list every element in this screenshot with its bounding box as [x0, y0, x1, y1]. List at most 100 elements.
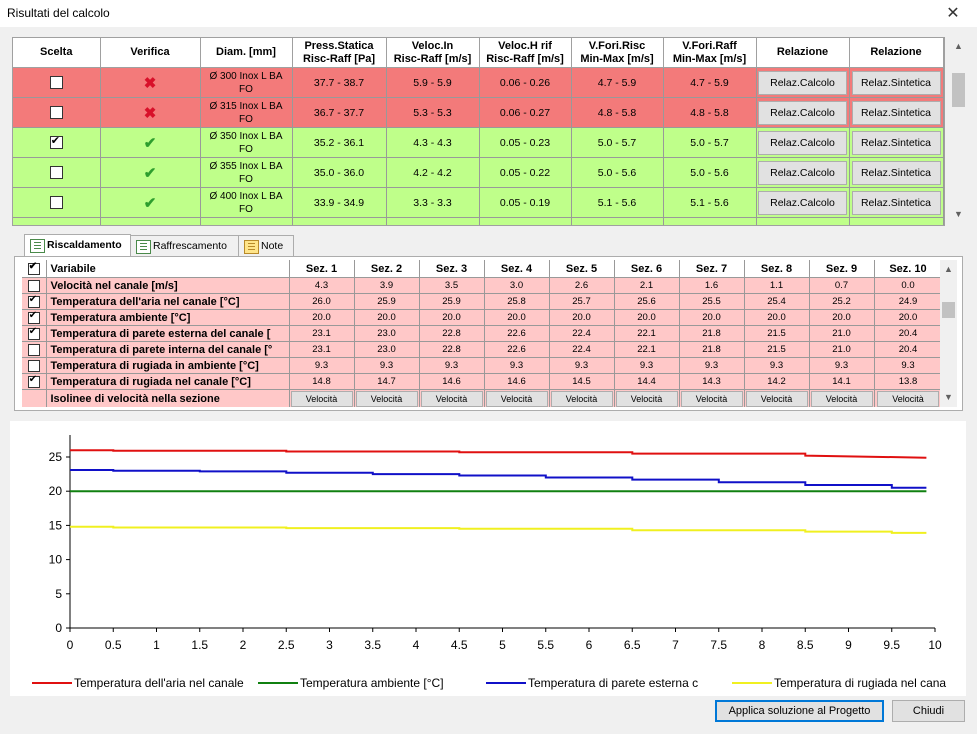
velocity-button[interactable]: Velocità	[810, 391, 873, 407]
section-value: 13.8	[874, 373, 942, 390]
velocity-button[interactable]: Velocità	[420, 391, 483, 407]
report-cell: Relaz.Sintetica	[849, 187, 944, 218]
choice-cell[interactable]	[13, 127, 101, 158]
velocity-button[interactable]: Velocità	[680, 391, 743, 407]
variable-row[interactable]: Temperatura di parete esterna del canale…	[22, 325, 942, 342]
velocity-row: Isolinee di velocità nella sezione Veloci…	[22, 389, 942, 407]
section-header: Sez. 10	[874, 260, 942, 278]
press-cell: 35.2 - 36.1	[292, 127, 387, 158]
velocity-button[interactable]: Velocità	[290, 391, 353, 407]
variable-checkbox[interactable]	[27, 374, 40, 388]
relaz-sintetica-button[interactable]: Relaz.Sintetica	[851, 130, 941, 155]
relaz-calcolo-button[interactable]: Relaz.Calcolo	[758, 100, 847, 125]
check-icon: ✔	[143, 194, 157, 212]
x-tick-label: 4.5	[451, 638, 468, 652]
x-tick-label: 7	[672, 638, 679, 652]
choice-checkbox[interactable]	[49, 106, 63, 119]
solutions-scrollbar[interactable]: ▲ ▼	[950, 37, 967, 224]
choice-checkbox[interactable]	[49, 166, 63, 179]
variable-check-cell[interactable]	[22, 277, 47, 294]
choice-checkbox[interactable]	[49, 134, 63, 149]
variable-check-cell[interactable]	[22, 357, 47, 374]
choice-cell[interactable]	[13, 97, 101, 128]
variable-row[interactable]: Temperatura di parete interna del canale…	[22, 341, 942, 358]
variable-checkbox[interactable]	[27, 343, 40, 356]
relaz-calcolo-button[interactable]: Relaz.Calcolo	[758, 160, 847, 185]
relaz-calcolo-button[interactable]: Relaz.Calcolo	[758, 190, 847, 215]
solution-row[interactable]: ✖ Ø 315 Inox L BA FO 36.7 - 37.7 5.3 - 5.3 0.…	[13, 97, 944, 128]
note-icon	[244, 240, 259, 254]
report-cell: Relaz.Sintetica	[849, 127, 944, 158]
velocity-button[interactable]: Velocità	[550, 391, 613, 407]
scroll-up-icon[interactable]: ▲	[954, 41, 963, 51]
veloc-h-cell: 0.05 - 0.22	[479, 157, 572, 188]
variable-check-cell[interactable]	[22, 309, 47, 326]
choice-cell[interactable]	[13, 187, 101, 218]
tab-raffrescamento[interactable]: Raffrescamento	[130, 235, 239, 257]
variable-check-cell[interactable]	[22, 341, 47, 358]
variable-checkbox[interactable]	[27, 310, 40, 324]
solution-row[interactable]: ✔ Ø 400 Inox L BA FO 33.9 - 34.9 3.3 - 3.3 0.…	[13, 187, 944, 218]
scroll-up-icon[interactable]: ▲	[944, 264, 953, 274]
choice-cell[interactable]	[13, 217, 101, 225]
scroll-down-icon[interactable]: ▼	[954, 209, 963, 219]
choice-checkbox[interactable]	[49, 76, 63, 89]
apply-solution-button[interactable]: Applica soluzione al Progetto	[715, 700, 884, 722]
variable-row[interactable]: Temperatura dell'aria nel canale [°C]26.…	[22, 293, 942, 310]
legend-label: Temperatura di parete esterna c	[528, 676, 698, 690]
sections-scrollbar[interactable]: ▲ ▼	[940, 260, 957, 407]
variable-check-cell[interactable]	[22, 325, 47, 342]
close-icon[interactable]: ✕	[946, 5, 960, 22]
section-header: Sez. 8	[744, 260, 810, 278]
tab-riscaldamento[interactable]: Riscaldamento	[24, 234, 131, 258]
choice-cell[interactable]	[13, 157, 101, 188]
velocity-button[interactable]: Velocità	[877, 391, 939, 407]
velocity-button[interactable]: Velocità	[615, 391, 678, 407]
variable-row[interactable]: Temperatura di rugiada in ambiente [°C] 9…	[22, 357, 942, 374]
section-value: 24.9	[874, 293, 942, 310]
section-value: 20.0	[809, 309, 875, 326]
veloc-h-cell: 0.06 - 0.27	[479, 97, 572, 128]
choice-cell[interactable]	[13, 67, 101, 98]
solution-row[interactable]: ✔ Ø 355 Inox L BA FO 35.0 - 36.0 4.2 - 4.2 0.…	[13, 157, 944, 188]
section-value: 9.3	[874, 357, 942, 374]
relaz-sintetica-button[interactable]: Relaz.Sintetica	[851, 100, 941, 125]
scroll-down-icon[interactable]: ▼	[944, 392, 953, 402]
relaz-sintetica-button[interactable]: Relaz.Sintetica	[851, 190, 941, 215]
relaz-calcolo-button[interactable]: Relaz.Calcolo	[758, 70, 847, 95]
variable-checkbox[interactable]	[27, 359, 40, 372]
scroll-thumb[interactable]	[942, 302, 955, 318]
velocity-button[interactable]: Velocità	[745, 391, 808, 407]
section-value: 22.6	[484, 341, 550, 358]
section-value: 21.5	[744, 341, 810, 358]
report-cell	[849, 217, 944, 225]
relaz-calcolo-button[interactable]: Relaz.Calcolo	[758, 130, 847, 155]
variable-row[interactable]: Velocità nel canale [m/s] 4.3 3.9 3.5 3.0 2.6…	[22, 277, 942, 294]
variable-checkbox[interactable]	[27, 294, 40, 308]
velocity-button[interactable]: Velocità	[355, 391, 418, 407]
variable-label: Temperatura di parete interna del canale…	[46, 341, 290, 358]
section-value: 1.6	[679, 277, 745, 294]
section-value: 20.0	[549, 309, 615, 326]
section-value: 23.1	[289, 325, 355, 342]
velocity-button[interactable]: Velocità	[485, 391, 548, 407]
report-cell: Relaz.Calcolo	[756, 157, 850, 188]
relaz-sintetica-button[interactable]: Relaz.Sintetica	[851, 70, 941, 95]
choice-checkbox[interactable]	[49, 196, 63, 209]
select-all-checkbox[interactable]	[27, 261, 40, 275]
variable-row[interactable]: Temperatura ambiente [°C]20.020.020.020.…	[22, 309, 942, 326]
variable-checkbox[interactable]	[27, 279, 40, 292]
solution-row[interactable]: ✖ Ø 300 Inox L BA FO 37.7 - 38.7 5.9 - 5.9 0.…	[13, 67, 944, 98]
relaz-sintetica-button[interactable]: Relaz.Sintetica	[851, 160, 941, 185]
variable-check-cell[interactable]	[22, 373, 47, 390]
tab-note[interactable]: Note	[238, 235, 294, 257]
variable-checkbox[interactable]	[27, 326, 40, 340]
variable-row[interactable]: Temperatura di rugiada nel canale [°C]14…	[22, 373, 942, 390]
scroll-thumb[interactable]	[952, 73, 965, 107]
solution-row[interactable]: ✔ Ø 450 Inox L BA	[13, 217, 944, 225]
select-all-cell[interactable]	[22, 260, 47, 278]
variable-check-cell[interactable]	[22, 293, 47, 310]
close-button[interactable]: Chiudi	[892, 700, 965, 722]
report-cell	[756, 217, 850, 225]
